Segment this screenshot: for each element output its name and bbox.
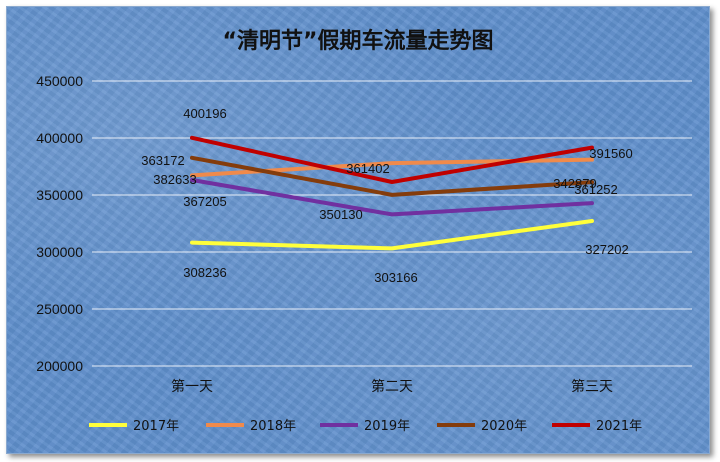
data-label: 308236 — [183, 265, 226, 280]
y-tick-label: 400000 — [36, 130, 83, 146]
line-chart: “清明节”假期车流量走势图 200000 250000 300000 350000 40… — [36, 28, 692, 434]
y-tick-label: 350000 — [36, 187, 83, 203]
data-label: 391560 — [589, 146, 632, 161]
x-category-label: 第三天 — [571, 378, 613, 395]
y-axis-ticks: 200000 250000 300000 350000 400000 450000 — [36, 73, 83, 374]
series-line-2020年 — [190, 155, 594, 197]
series-line-2019年 — [190, 177, 594, 217]
legend: 2017年 2018年 2019年 2020年 2021年 — [89, 419, 642, 434]
series-line-2017年 — [190, 218, 594, 251]
data-label: 367205 — [183, 194, 226, 209]
data-label: 361252 — [574, 182, 617, 197]
series-lines — [190, 135, 594, 251]
legend-label: 2018年 — [250, 419, 296, 434]
data-label: 303166 — [374, 270, 417, 285]
data-label: 382633 — [153, 172, 196, 187]
data-label: 363172 — [141, 153, 184, 168]
data-label: 400196 — [183, 106, 226, 121]
chart-title: “清明节”假期车流量走势图 — [223, 28, 494, 54]
data-label: 361402 — [346, 161, 389, 176]
data-labels: 400196 363172 382633 367205 308236 361402 3501… — [141, 106, 632, 285]
data-label: 342879 — [553, 176, 596, 191]
series-line-2021年 — [190, 135, 594, 185]
x-category-label: 第二天 — [371, 378, 413, 395]
gridlines — [92, 80, 692, 367]
data-label: 350130 — [319, 207, 362, 222]
y-tick-label: 250000 — [36, 301, 83, 317]
chart-frame: “清明节”假期车流量走势图 200000 250000 300000 350000 40… — [6, 6, 710, 454]
y-tick-label: 300000 — [36, 244, 83, 260]
legend-label: 2017年 — [133, 419, 179, 434]
legend-label: 2021年 — [596, 419, 642, 434]
legend-label: 2020年 — [481, 419, 527, 434]
y-tick-label: 450000 — [36, 73, 83, 89]
x-axis-categories: 第一天 第二天 第三天 — [171, 378, 613, 395]
y-tick-label: 200000 — [36, 358, 83, 374]
legend-label: 2019年 — [364, 419, 410, 434]
x-category-label: 第一天 — [171, 378, 213, 395]
data-label: 327202 — [585, 242, 628, 257]
